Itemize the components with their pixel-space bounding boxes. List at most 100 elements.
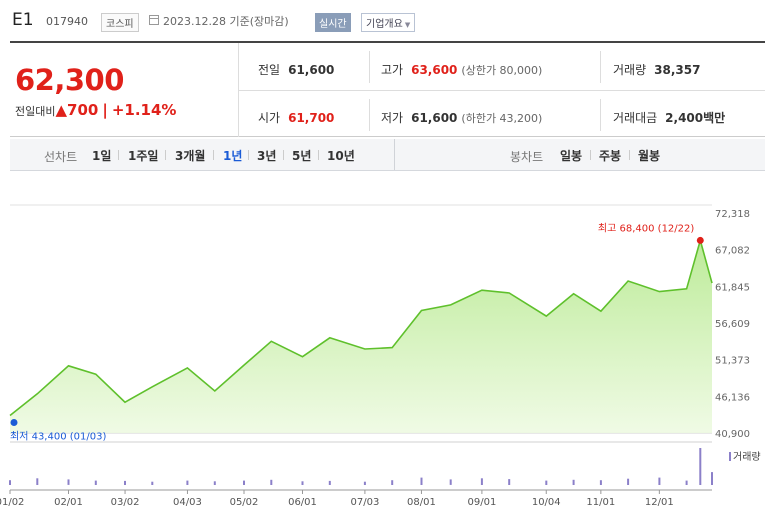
volume-bar (449, 479, 452, 485)
volume-bar (658, 477, 661, 485)
amount-unit: 백만 (703, 111, 726, 125)
prev-close: 전일 61,600 (258, 61, 334, 78)
high-price: 고가 63,600 (상한가 80,000) (381, 61, 542, 78)
separator (283, 150, 284, 160)
amount-label: 거래대금 (613, 111, 658, 125)
volume-bar (699, 448, 702, 485)
volume-bar (685, 480, 688, 485)
price-line (9, 237, 713, 417)
volume-bar (572, 479, 575, 485)
volume-bar (270, 479, 273, 485)
y-tick-label: 40,900 (715, 429, 750, 440)
y-tick-label: 61,845 (715, 282, 750, 293)
period-1w[interactable]: 1주일 (128, 149, 159, 163)
open-value: 61,700 (288, 111, 335, 125)
volume-bar (67, 479, 70, 485)
volume-legend: 거래량 (733, 451, 761, 463)
volume-bar (328, 480, 331, 485)
y-tick-label: 46,136 (715, 392, 750, 403)
volume-bar (420, 477, 423, 485)
period-3m[interactable]: 3개월 (175, 149, 206, 163)
high-value: 63,600 (411, 63, 458, 77)
period-5y[interactable]: 5년 (292, 149, 312, 163)
volume-value: 38,357 (654, 63, 701, 77)
low-label: 저가 (381, 111, 404, 125)
volume-bar (36, 478, 39, 485)
x-tick-label: 06/01 (288, 497, 317, 508)
line-chart-label: 선차트 (44, 150, 78, 164)
y-tick-label: 56,609 (715, 319, 750, 330)
low-price: 저가 61,600 (하한가 43,200) (381, 109, 542, 126)
candle-daily[interactable]: 일봉 (560, 149, 583, 163)
divider (394, 139, 395, 170)
candle-weekly[interactable]: 주봉 (599, 149, 622, 163)
volume-bar (151, 481, 154, 485)
y-axis-ticks: 72,318 67,082 61,845 56,609 51,373 46,136 40,9… (715, 209, 750, 440)
divider (238, 90, 765, 91)
volume-bar (391, 480, 394, 485)
header-bar: E1 017940 코스피 2023.12.28 기준(장마감) 실시간 기업개… (0, 0, 767, 40)
divider (369, 51, 370, 83)
separator (118, 150, 119, 160)
chevron-down-icon: ▼ (404, 21, 411, 29)
x-tick-label: 04/03 (173, 497, 202, 508)
volume-bars: 거래량 (9, 448, 761, 485)
volume-bar (301, 481, 304, 485)
volume-bar (545, 480, 548, 485)
period-1y[interactable]: 1년 (223, 149, 243, 163)
high-label: 고가 (381, 63, 404, 77)
separator (248, 150, 249, 160)
volume-legend-swatch (729, 452, 731, 461)
trade-amount: 거래대금 2,400백만 (613, 109, 725, 126)
market-badge: 코스피 (101, 13, 139, 32)
x-tick-label: 08/01 (407, 497, 436, 508)
y-tick-label: 67,082 (715, 246, 750, 257)
up-arrow-icon: ▲ (55, 101, 68, 119)
stock-name: E1 (12, 10, 34, 30)
change-label: 전일대비 (15, 105, 56, 118)
volume-bar (243, 480, 245, 485)
volume-bar (599, 480, 602, 485)
chart-period-bar: 선차트 1일 1주일 3개월 1년 3년 5년 10년 봉차트 일봉 주봉 월봉 (10, 139, 765, 171)
volume-bar (627, 478, 630, 485)
volume-bar (508, 479, 511, 485)
price-summary: 62,300 전일대비▲700 | +1.14% 전일 61,600 고가 63,600… (10, 41, 765, 137)
period-3y[interactable]: 3년 (257, 149, 277, 163)
change-value: 700 (67, 101, 99, 119)
separator (629, 150, 630, 160)
period-1d[interactable]: 1일 (92, 149, 112, 163)
x-tick-label: 05/02 (230, 497, 259, 508)
period-10y[interactable]: 10년 (327, 149, 355, 163)
separator (318, 150, 319, 160)
candle-monthly[interactable]: 월봉 (638, 149, 661, 163)
current-price: 62,300 (15, 63, 124, 97)
current-price-box: 62,300 전일대비▲700 | +1.14% (10, 43, 238, 137)
x-tick-label: 10/04 (532, 497, 561, 508)
x-tick-label: 01/02 (0, 497, 24, 508)
realtime-button[interactable]: 실시간 (315, 13, 351, 32)
company-info-dropdown[interactable]: 기업개요 ▼ (361, 13, 416, 32)
volume-bar (213, 481, 216, 485)
separator (590, 150, 591, 160)
company-info-label: 기업개요 (366, 19, 403, 30)
y-tick-label: 51,373 (715, 356, 750, 367)
x-tick-label: 03/02 (111, 497, 140, 508)
candle-chart-label: 봉차트 (510, 150, 544, 164)
separator (213, 150, 214, 160)
volume-bar (711, 472, 713, 485)
change-line: 전일대비▲700 | +1.14% (15, 101, 176, 119)
open-label: 시가 (258, 111, 281, 125)
price-area (10, 240, 712, 433)
volume-bar (363, 481, 366, 485)
volume-bar (94, 480, 97, 485)
volume-bar (480, 478, 483, 485)
separator (165, 150, 166, 160)
chart-annotations: 최고 68,400 (12/22) 최저 43,400 (01/03) (10, 222, 704, 442)
open-price: 시가 61,700 (258, 109, 334, 126)
x-tick-label: 07/03 (350, 497, 379, 508)
volume: 거래량 38,357 (613, 61, 700, 78)
x-tick-label: 11/01 (586, 497, 615, 508)
price-chart: 72,318 67,082 61,845 56,609 51,373 46,136 40,9… (0, 204, 761, 508)
volume-label: 거래량 (613, 63, 647, 77)
high-marker (696, 236, 704, 244)
